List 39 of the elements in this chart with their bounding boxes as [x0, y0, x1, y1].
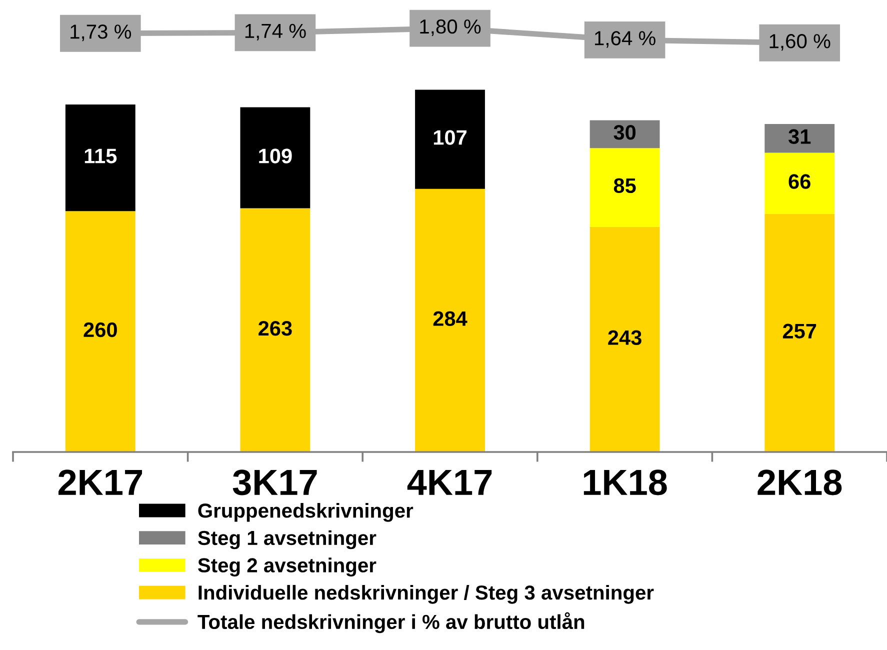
x-tick-label: 3K17	[232, 470, 317, 496]
data-label: 66	[788, 174, 810, 189]
data-label: 1,80 %	[420, 19, 481, 36]
bar	[415, 90, 485, 189]
data-label: 263	[258, 320, 292, 336]
bar	[415, 188, 485, 452]
data-label: 243	[608, 330, 642, 346]
data-label: 31	[788, 129, 811, 144]
bar	[240, 208, 310, 452]
x-tick-label: 2K18	[758, 470, 842, 496]
legend-label: Totale nedskrivninger i % av brutto utlån	[198, 612, 584, 634]
data-label: 260	[84, 322, 117, 338]
data-label: 107	[434, 130, 466, 145]
bar	[764, 152, 835, 214]
data-label: 1,73 %	[70, 24, 132, 42]
data-label: 1,60 %	[770, 34, 830, 51]
bar	[65, 211, 136, 452]
legend-label: Steg 1 avsetninger	[198, 530, 376, 550]
x-tick-label: 1K18	[584, 470, 667, 496]
bar	[590, 226, 660, 452]
bar	[65, 104, 136, 212]
data-label: 115	[84, 148, 117, 164]
bar	[590, 148, 660, 227]
data-label: 257	[782, 324, 816, 339]
bar	[590, 120, 660, 148]
bar	[764, 214, 835, 452]
data-label: 1,74 %	[245, 24, 306, 40]
data-label: 284	[433, 311, 468, 326]
x-tick-label: 4K17	[407, 470, 492, 495]
data-label: 85	[614, 178, 636, 194]
legend-label: Individuelle nedskrivninger / Steg 3 avsetninger	[198, 584, 654, 604]
data-label: 109	[259, 148, 292, 164]
legend-label: Gruppenedskrivninger	[198, 503, 414, 522]
x-tick-label: 2K17	[58, 470, 142, 495]
bar	[764, 124, 835, 153]
bar	[240, 107, 310, 208]
data-label: 1,64 %	[594, 31, 656, 48]
legend-label: Steg 2 avsetninger	[198, 558, 376, 576]
data-label: 30	[614, 125, 636, 140]
